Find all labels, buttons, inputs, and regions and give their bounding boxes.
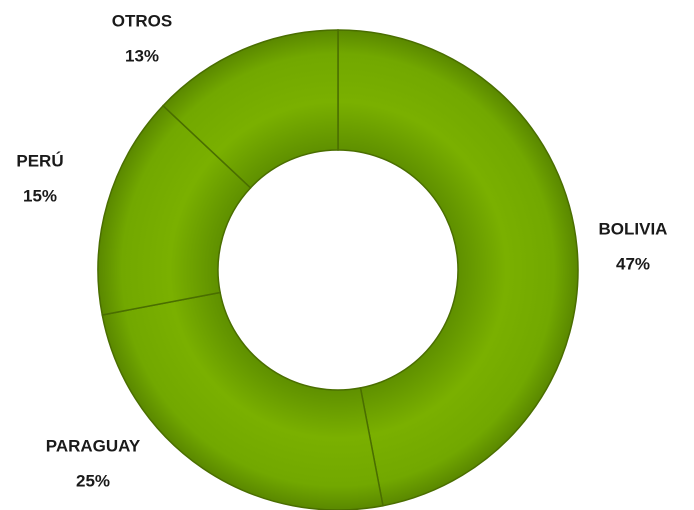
slice-value-label: 25% <box>76 471 110 490</box>
donut-slice <box>97 104 252 316</box>
slice-label: BOLIVIA <box>599 219 668 238</box>
slice-value-label: 47% <box>616 254 650 273</box>
slice-label: PERÚ <box>16 151 63 170</box>
slice-value-label: 13% <box>125 46 159 65</box>
donut-slice <box>337 29 579 507</box>
donut-slice <box>101 291 384 510</box>
slice-label: PARAGUAY <box>46 436 141 455</box>
slice-value-label: 15% <box>23 186 57 205</box>
slice-label: OTROS <box>112 11 172 30</box>
donut-slice <box>161 29 339 189</box>
